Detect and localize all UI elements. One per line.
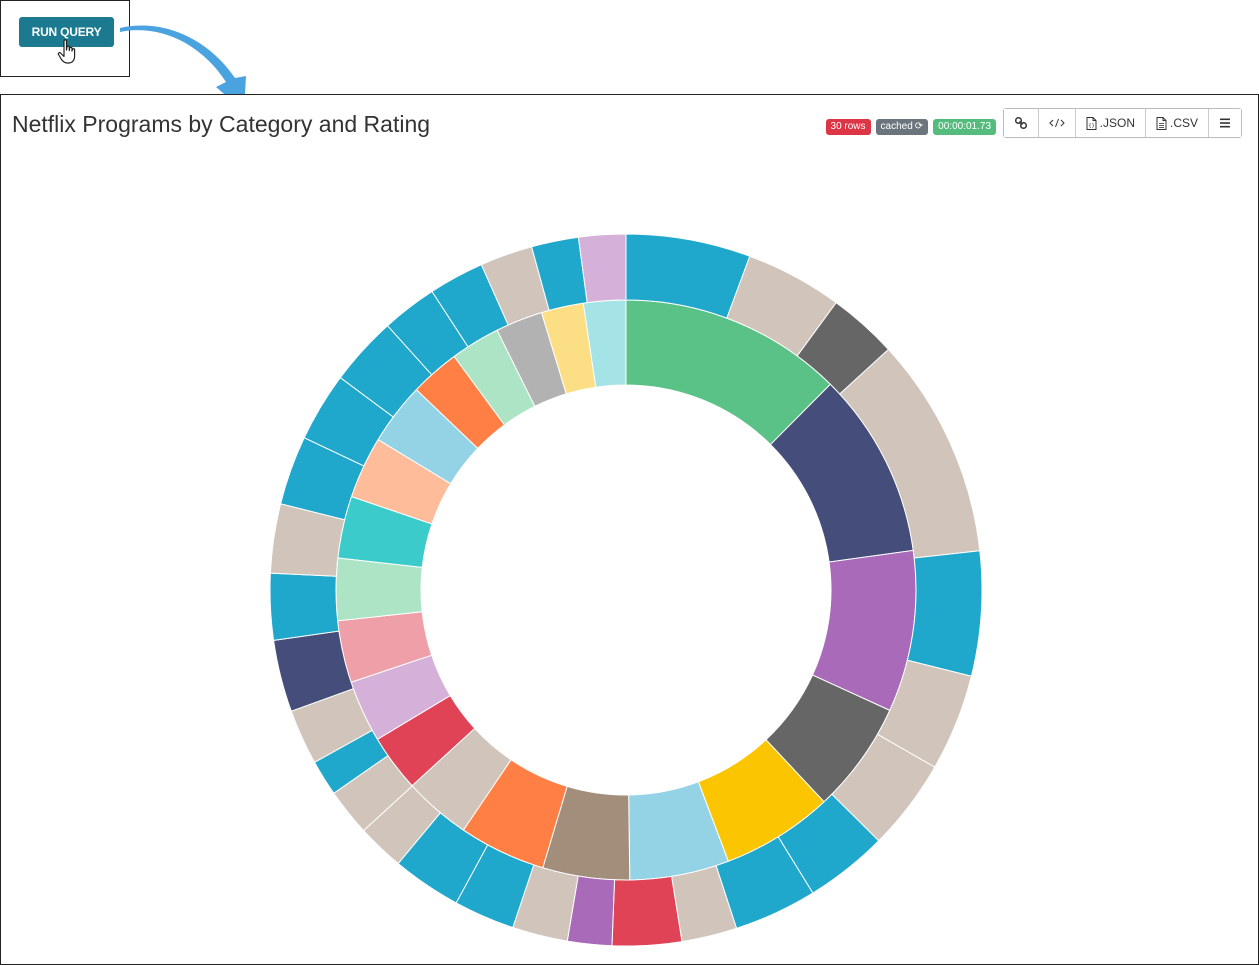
download-json-label: .JSON [1099, 116, 1135, 130]
svg-text:{}: {} [1088, 123, 1094, 129]
chart-title: Netflix Programs by Category and Rating [12, 111, 431, 137]
outer-ring-segment[interactable] [611, 875, 683, 947]
menu-button[interactable] [1208, 109, 1241, 137]
rows-badge: 30 rows [825, 119, 871, 135]
outer-ring-segment[interactable] [906, 550, 983, 677]
download-csv-label: .CSV [1169, 116, 1198, 130]
cached-badge-text: cached [880, 121, 913, 132]
json-file-icon: {} [1086, 116, 1097, 130]
csv-file-icon [1156, 116, 1167, 130]
sunburst-chart [269, 233, 983, 947]
refresh-icon: ⟳ [914, 121, 924, 132]
hamburger-menu-icon [1220, 118, 1230, 128]
duration-badge-text: 00:00:01.73 [938, 121, 991, 132]
callout-arrow [120, 25, 246, 111]
pointer-hand-icon [57, 39, 76, 64]
rows-badge-text: 30 rows [830, 121, 866, 132]
embed-code-button[interactable] [1037, 109, 1075, 137]
download-json-button[interactable]: {} .JSON [1074, 109, 1145, 137]
panel-toolbar: {} .JSON .CSV [1002, 108, 1242, 138]
run-query-callout: RUN QUERY [0, 0, 130, 77]
link-icon [1014, 116, 1027, 130]
download-csv-button[interactable]: .CSV [1144, 109, 1208, 137]
cached-badge: cached ⟳ [875, 119, 929, 135]
outer-ring-segment[interactable] [269, 572, 340, 641]
link-button[interactable] [1003, 109, 1038, 137]
outer-ring-segment[interactable] [577, 233, 627, 304]
query-badges: 30 rows cached ⟳ 00:00:01.73 [825, 119, 996, 135]
duration-badge: 00:00:01.73 [933, 119, 996, 135]
inner-ring-segment[interactable] [335, 557, 423, 622]
code-icon [1048, 118, 1065, 128]
